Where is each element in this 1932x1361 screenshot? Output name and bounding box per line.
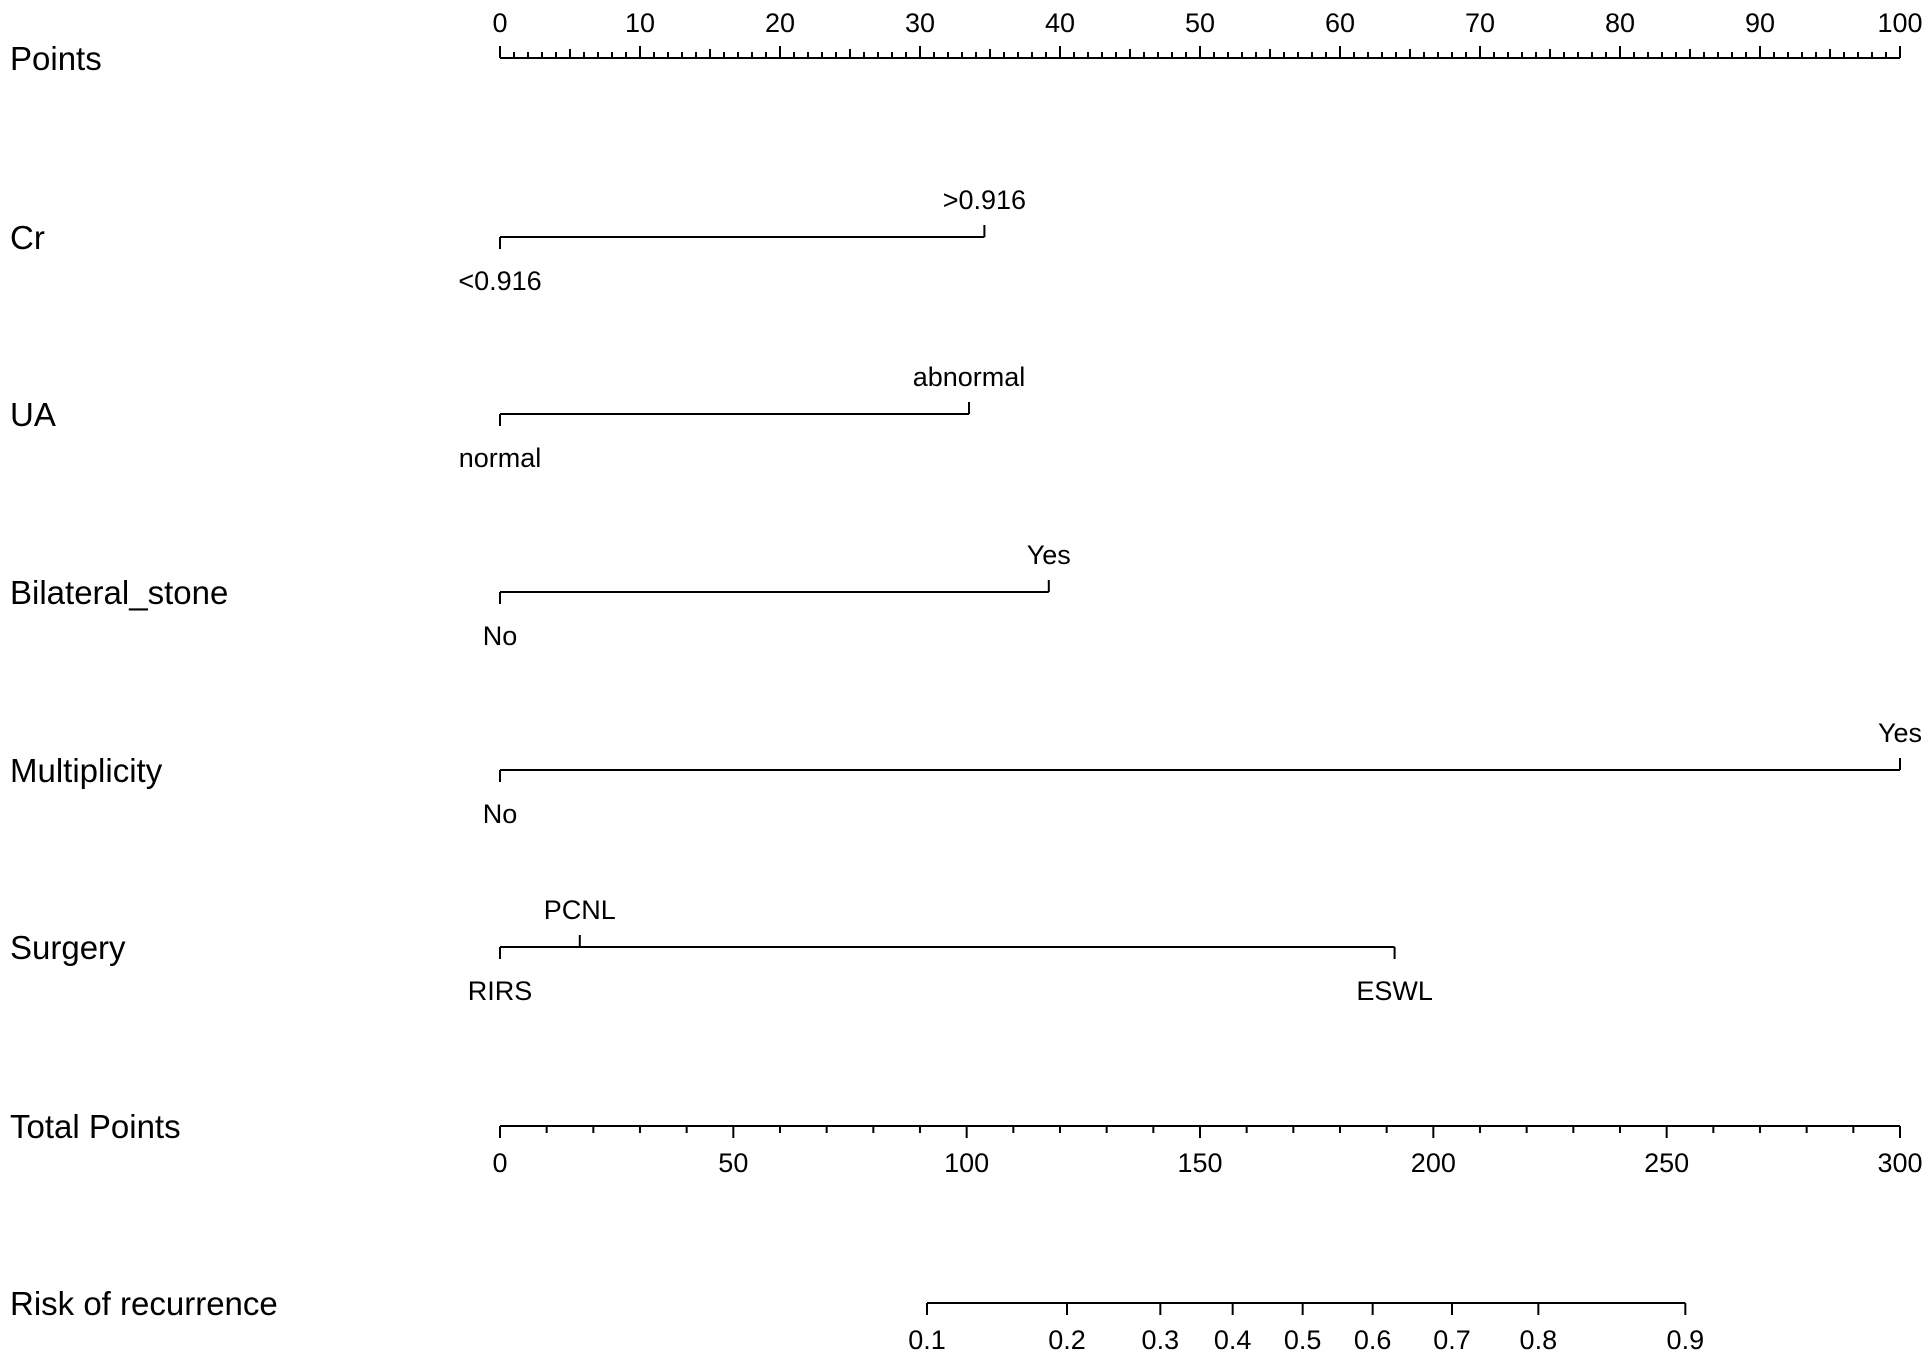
points-tick-label: 60 (1325, 8, 1355, 38)
risk-tick-label: 0.3 (1142, 1325, 1180, 1355)
predictor-label: Cr (10, 219, 45, 256)
predictor-level-label: No (483, 621, 518, 651)
risk-tick-label: 0.4 (1214, 1325, 1252, 1355)
predictor-level-label: Yes (1878, 718, 1922, 748)
predictor-label: Bilateral_stone (10, 574, 228, 611)
predictor-level-label: PCNL (544, 895, 616, 925)
total-points-tick-label: 0 (492, 1148, 507, 1178)
predictor-level-label: Yes (1027, 540, 1071, 570)
predictor-label: UA (10, 396, 56, 433)
points-tick-label: 80 (1605, 8, 1635, 38)
total-points-row: Total Points 0 50 100 150 200 250 300 (10, 1108, 1923, 1178)
total-points-tick-label: 250 (1644, 1148, 1689, 1178)
risk-tick-label: 0.1 (908, 1325, 946, 1355)
points-scale-row: Points 0 10 20 30 40 50 60 70 80 90 100 (10, 8, 1923, 77)
predictor-level-label: <0.916 (458, 266, 541, 296)
risk-tick-label: 0.7 (1433, 1325, 1471, 1355)
points-scale-label: Points (10, 40, 102, 77)
predictor-level-label: >0.916 (943, 185, 1026, 215)
total-points-tick-label: 50 (718, 1148, 748, 1178)
points-tick-label: 20 (765, 8, 795, 38)
predictor-row-surgery: Surgery RIRS PCNL ESWL (10, 895, 1433, 1006)
risk-tick-label: 0.6 (1354, 1325, 1392, 1355)
total-points-tick-label: 200 (1411, 1148, 1456, 1178)
points-tick-label: 10 (625, 8, 655, 38)
predictor-label: Surgery (10, 929, 126, 966)
points-tick-label: 0 (492, 8, 507, 38)
predictor-row-cr: Cr <0.916 >0.916 (10, 185, 1026, 296)
points-tick-label: 70 (1465, 8, 1495, 38)
risk-scale-row: Risk of recurrence 0.1 0.2 0.3 0.4 0.5 0.6 0.7… (10, 1285, 1704, 1355)
risk-scale-label: Risk of recurrence (10, 1285, 278, 1322)
predictor-level-label: ESWL (1356, 976, 1433, 1006)
predictor-row-ua: UA normal abnormal (10, 362, 1025, 473)
predictor-row-multiplicity: Multiplicity No Yes (10, 718, 1922, 829)
predictor-level-label: abnormal (913, 362, 1026, 392)
total-points-tick-label: 150 (1177, 1148, 1222, 1178)
total-points-tick-label: 300 (1877, 1148, 1922, 1178)
predictor-rows: Cr <0.916 >0.916 UA normal abnormal Bilateral_… (10, 185, 1922, 1006)
predictor-level-label: RIRS (468, 976, 533, 1006)
predictor-label: Multiplicity (10, 752, 163, 789)
points-tick-label: 50 (1185, 8, 1215, 38)
points-tick-label: 90 (1745, 8, 1775, 38)
points-tick-label: 30 (905, 8, 935, 38)
risk-tick-label: 0.2 (1048, 1325, 1086, 1355)
predictor-level-label: No (483, 799, 518, 829)
risk-tick-label: 0.5 (1284, 1325, 1322, 1355)
risk-tick-label: 0.9 (1667, 1325, 1705, 1355)
predictor-row-bilateral-stone: Bilateral_stone No Yes (10, 540, 1071, 651)
total-points-tick-label: 100 (944, 1148, 989, 1178)
predictor-level-label: normal (459, 443, 542, 473)
points-tick-label: 40 (1045, 8, 1075, 38)
risk-tick-label: 0.8 (1520, 1325, 1558, 1355)
total-points-label: Total Points (10, 1108, 181, 1145)
points-tick-label: 100 (1877, 8, 1922, 38)
